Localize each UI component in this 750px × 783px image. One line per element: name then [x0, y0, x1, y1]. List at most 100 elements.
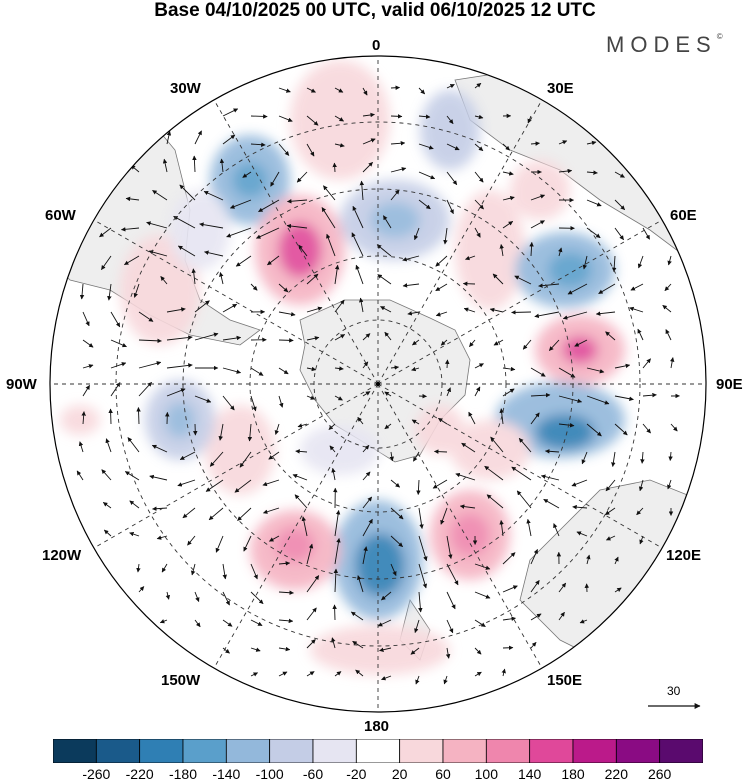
wind-vector — [667, 479, 672, 490]
map-border — [49, 55, 707, 713]
wind-vector — [638, 479, 644, 492]
meridian-line — [377, 383, 663, 549]
wind-vector — [411, 366, 420, 372]
wind-vector — [384, 331, 392, 341]
wind-vector — [160, 276, 168, 285]
anomaly-pos — [275, 527, 315, 563]
wind-vector — [526, 518, 532, 537]
wind-vector — [637, 255, 644, 269]
wind-vector — [250, 395, 257, 412]
wind-vector — [516, 490, 532, 509]
wind-vector — [334, 366, 344, 371]
lon-label-120e: 120E — [666, 547, 702, 564]
colorbar-swatch — [355, 739, 401, 763]
wind-vector — [278, 87, 291, 93]
anomaly-pos — [310, 625, 450, 675]
modes-logo: MODES© — [606, 32, 723, 58]
wind-vector — [514, 275, 532, 285]
wind-vector — [642, 423, 651, 434]
wind-vector — [402, 255, 420, 262]
wind-vector — [306, 143, 315, 157]
wind-vector — [267, 255, 280, 266]
wind-vector — [527, 115, 532, 124]
wind-vector — [390, 479, 401, 488]
wind-vector — [511, 466, 532, 481]
wind-vector — [630, 283, 644, 291]
wind-vector — [334, 299, 345, 313]
wind-vector — [187, 535, 196, 546]
wind-vector — [459, 504, 476, 509]
wind-vector — [138, 311, 154, 322]
wind-vector — [205, 479, 224, 492]
wind-vector — [278, 338, 294, 343]
wind-vector — [384, 423, 392, 430]
wind-vector — [332, 604, 337, 621]
wind-vector — [446, 199, 454, 215]
wind-vector — [306, 671, 315, 677]
wind-vector — [222, 563, 227, 580]
wind-vector — [558, 395, 583, 404]
wind-vector — [129, 531, 140, 537]
wind-vector — [502, 221, 514, 229]
wind-vector — [377, 274, 392, 285]
wind-vector — [334, 537, 341, 565]
anomaly-neg — [548, 252, 592, 288]
map-disc — [50, 56, 706, 712]
wind-vector — [166, 307, 186, 313]
wind-vector — [362, 138, 376, 145]
wind-vector — [529, 241, 534, 257]
wind-vector — [250, 283, 258, 291]
wind-vector — [334, 395, 343, 401]
wind-vector — [642, 392, 657, 398]
wind-vector — [103, 529, 112, 537]
wind-vector — [522, 339, 532, 350]
wind-vector — [446, 143, 460, 151]
anomaly-pos — [450, 513, 490, 557]
wind-vector — [530, 392, 551, 398]
wind-vector — [670, 423, 678, 432]
wind-vector — [390, 167, 407, 173]
wind-vector — [611, 255, 617, 273]
wind-vector — [82, 385, 90, 397]
wind-vector — [177, 479, 196, 487]
wind-vector — [82, 311, 90, 327]
wind-vector — [604, 507, 616, 516]
lon-label-150e: 150E — [547, 672, 583, 689]
colorbar-swatch — [53, 739, 97, 763]
wind-vector — [446, 535, 453, 560]
colorbar — [53, 739, 703, 763]
wind-vector — [502, 616, 516, 622]
wind-vector — [296, 171, 308, 183]
wind-vector — [611, 451, 616, 467]
wind-vector — [586, 423, 602, 437]
wind-vector — [446, 115, 454, 125]
wind-vector — [377, 619, 392, 627]
wind-vector — [605, 331, 616, 341]
wind-vector — [182, 507, 196, 519]
wind-vector — [415, 675, 420, 685]
lon-label-60w: 60W — [45, 207, 76, 224]
wind-vector — [445, 647, 451, 659]
colorbar-tick-label: -180 — [168, 766, 198, 782]
map-title: Base 04/10/2025 00 UTC, valid 06/10/2025… — [154, 0, 596, 21]
wind-vector — [278, 367, 289, 375]
anomaly-neg — [370, 202, 420, 238]
wind-vector — [222, 303, 238, 313]
wind-vector — [486, 494, 504, 509]
wind-vector — [639, 535, 644, 545]
meridian-line — [377, 383, 543, 669]
wind-vector — [576, 531, 588, 537]
wind-vector — [166, 388, 186, 397]
wind-vector — [445, 359, 450, 369]
wind-vector — [278, 590, 294, 595]
wind-vector — [222, 108, 239, 117]
wind-vector — [667, 255, 672, 266]
wind-vector — [665, 329, 672, 341]
anomaly-pos — [290, 60, 390, 180]
wind-vector — [110, 339, 127, 348]
wind-vector — [540, 474, 560, 481]
wind-vector — [101, 255, 112, 270]
wind-vector — [306, 543, 314, 565]
wind-vector — [558, 423, 575, 428]
colorbar-swatch — [139, 739, 184, 763]
